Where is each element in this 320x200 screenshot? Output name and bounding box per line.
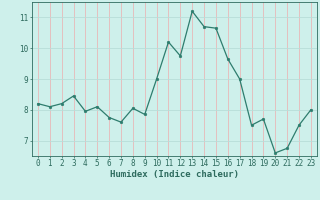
X-axis label: Humidex (Indice chaleur): Humidex (Indice chaleur) [110, 170, 239, 179]
